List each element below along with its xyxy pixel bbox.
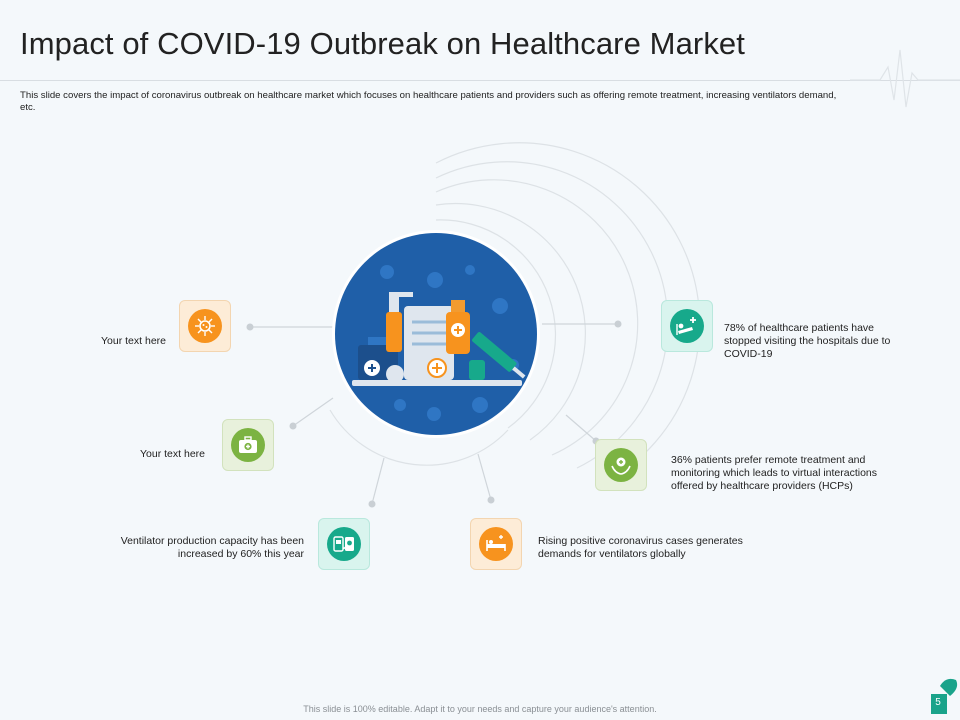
- concentric-arcs: [329, 142, 701, 485]
- first-aid-kit-icon: [239, 436, 257, 453]
- connector-lines: [250, 323, 618, 505]
- first-aid-card: [222, 419, 274, 471]
- slide-description: This slide covers the impact of coronavi…: [20, 90, 837, 113]
- item-1-text: Your text here: [101, 335, 166, 347]
- item-3-text: Ventilator production capacity has been …: [120, 535, 304, 560]
- virus-icon: [195, 316, 215, 336]
- item-4-text: Rising positive coronavirus cases genera…: [538, 535, 743, 560]
- patient-bed-card: [661, 300, 713, 352]
- item-6-text: 78% of healthcare patients have stopped …: [724, 322, 891, 360]
- hospital-bed-card: [470, 518, 522, 570]
- hospital-bed-icon: [486, 535, 506, 551]
- item-5-text: 36% patients prefer remote treatment and…: [671, 454, 878, 492]
- heartbeat-icon: [850, 49, 960, 108]
- page-badge-icon: [931, 678, 958, 714]
- care-hands-card: [595, 439, 647, 491]
- page-number: 5: [935, 697, 941, 708]
- ventilator-icon: [333, 536, 354, 552]
- page-title: Impact of COVID-19 Outbreak on Healthcar…: [20, 26, 745, 61]
- title-divider: [0, 80, 960, 81]
- care-hands-icon: [611, 457, 631, 475]
- patient-bed-icon: [676, 317, 696, 335]
- item-2-text: Your text here: [140, 448, 205, 460]
- medicine-bottles-illustration: [352, 265, 526, 421]
- ventilator-card: [318, 518, 370, 570]
- footer-note: This slide is 100% editable. Adapt it to…: [303, 704, 657, 714]
- virus-card: [179, 300, 231, 352]
